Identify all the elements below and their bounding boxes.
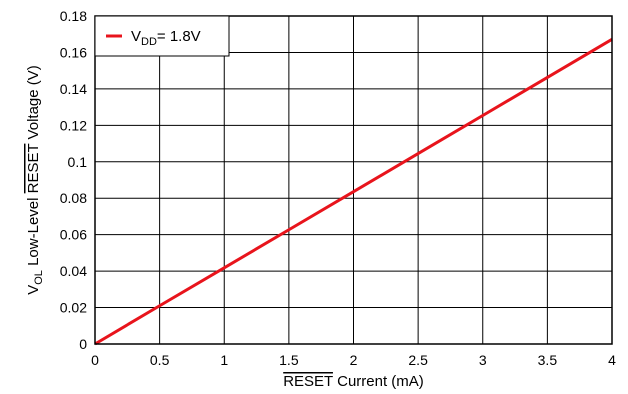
y-tick-label: 0.08	[60, 190, 87, 206]
y-axis-title-overline: RESET	[25, 144, 42, 194]
x-tick-label: 0.5	[150, 352, 170, 368]
y-tick-label: 0.16	[60, 44, 87, 60]
plot-frame	[94, 15, 613, 345]
legend-label-rest: = 1.8V	[157, 28, 201, 45]
y-axis-title-rest: Voltage (V)	[25, 65, 42, 143]
legend-label: VDD= 1.8V	[131, 28, 201, 48]
legend-label-prefix: V	[131, 28, 141, 45]
grid	[94, 15, 613, 345]
series-layer	[94, 38, 613, 346]
y-tick-label: 0.06	[60, 227, 87, 243]
y-axis-title-prefix: V	[25, 285, 42, 295]
y-axis-title-sub: OL	[33, 270, 45, 285]
x-tick-label: 3.5	[538, 352, 558, 368]
y-tick-label: 0.18	[60, 8, 87, 24]
x-tick-label: 1	[220, 352, 228, 368]
x-tick-label: 4	[608, 352, 616, 368]
y-tick-label: 0.04	[60, 263, 87, 279]
legend: VDD= 1.8V	[94, 15, 230, 57]
x-tick-label: 2	[350, 352, 358, 368]
x-tick-label: 0	[91, 352, 99, 368]
x-tick-label: 3	[479, 352, 487, 368]
y-tick-label: 0.02	[60, 300, 87, 316]
x-tick-label: 2.5	[408, 352, 428, 368]
y-axis-title: VOL Low-Level RESET Voltage (V)	[25, 65, 45, 295]
y-tick-labels: 0 0.02 0.04 0.06 0.08 0.1 0.12 0.14 0.16 0.18	[60, 8, 87, 352]
y-tick-label: 0.14	[60, 81, 87, 97]
x-axis-title-overline: RESET	[283, 373, 333, 390]
x-tick-label: 1.5	[279, 352, 299, 368]
series-line	[94, 38, 613, 346]
x-axis-title: RESET Current (mA)	[283, 373, 424, 390]
legend-label-sub: DD	[141, 36, 157, 48]
y-tick-label: 0.12	[60, 117, 87, 133]
y-tick-label: 0.1	[68, 154, 88, 170]
y-tick-label: 0	[79, 336, 87, 352]
y-axis-title-middle: Low-Level	[25, 193, 42, 270]
x-axis-title-rest: Current (mA)	[333, 373, 424, 390]
x-tick-labels: 0 0.5 1 1.5 2 2.5 3 3.5 4	[91, 352, 616, 368]
